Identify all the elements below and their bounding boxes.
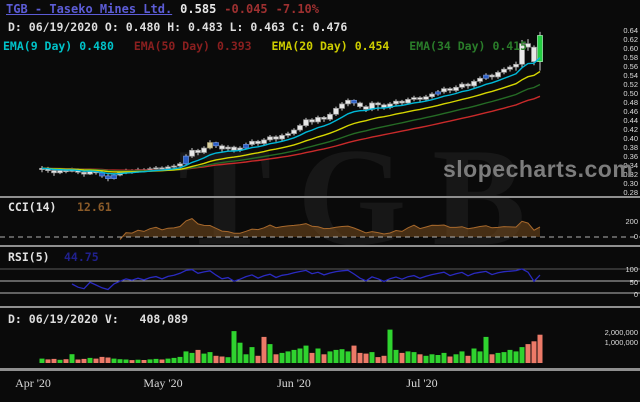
- ticker-link[interactable]: TGB - Taseko Mines Ltd.: [6, 2, 173, 16]
- volume-readout: D: 06/19/2020 V: 408,089: [8, 312, 189, 326]
- x-axis-label-jul: Jul '20: [406, 376, 438, 390]
- x-axis-divider: [0, 368, 640, 371]
- x-axis-label-may: May '20: [143, 376, 183, 390]
- slopecharts-watermark: slopecharts.com: [443, 156, 634, 182]
- panel-divider: [0, 196, 640, 198]
- panel-divider: [0, 306, 640, 308]
- panel-divider: [0, 245, 640, 247]
- x-axis-label-jun: Jun '20: [277, 376, 311, 390]
- x-axis-label-apr: Apr '20: [15, 376, 51, 390]
